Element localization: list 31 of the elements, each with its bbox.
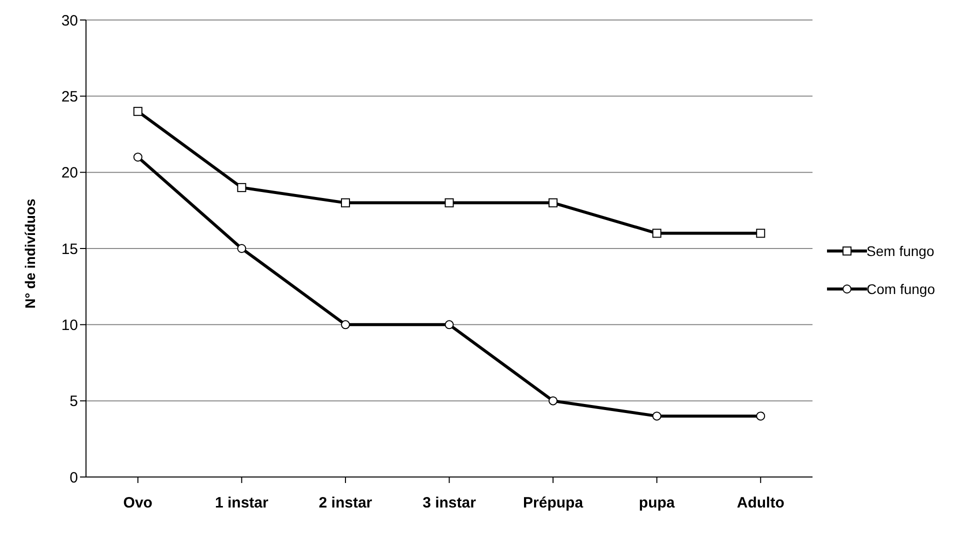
x-tick-label: 1 instar <box>215 494 269 512</box>
y-tick-label: 0 <box>70 469 78 486</box>
y-tick-label: 10 <box>61 316 78 334</box>
point <box>237 183 246 192</box>
point <box>133 152 142 162</box>
legend-label: Sem fungo <box>866 242 934 258</box>
x-tick-label: Prépupa <box>523 494 584 512</box>
x-tick-label: Adulto <box>736 494 784 512</box>
point <box>237 244 246 253</box>
point <box>444 320 454 330</box>
point <box>340 320 350 330</box>
point <box>652 228 662 238</box>
y-tick-label: 20 <box>61 164 78 182</box>
y-tick-label: 5 <box>70 393 78 410</box>
y-tick-label: 15 <box>61 240 78 258</box>
point <box>548 198 558 208</box>
y-tick-label: 25 <box>61 88 78 106</box>
point <box>756 412 766 421</box>
point <box>444 198 454 208</box>
legend-label: Com fungo <box>866 280 935 296</box>
x-tick-label: pupa <box>638 494 676 512</box>
point <box>756 228 766 238</box>
y-tick-label: 30 <box>61 12 78 30</box>
point <box>340 198 350 208</box>
x-tick-label: 2 instar <box>318 494 372 512</box>
y-axis-title: N° de indivíduos <box>22 198 38 308</box>
point <box>548 396 558 406</box>
x-tick-label: 3 instar <box>422 494 476 512</box>
point <box>133 106 142 116</box>
point <box>652 412 662 421</box>
x-tick-label: Ovo <box>123 494 152 512</box>
